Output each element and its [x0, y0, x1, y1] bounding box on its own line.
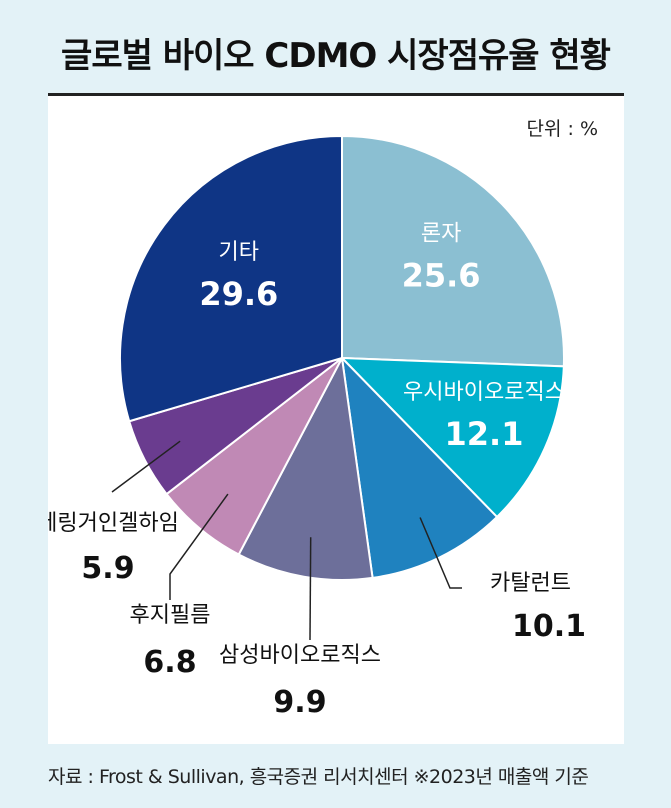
slice-3-value: 10.1	[512, 609, 586, 644]
title-divider	[48, 93, 624, 96]
slice-2-wedge	[339, 356, 565, 519]
slice-3-label: 카탈런트	[490, 571, 571, 596]
slice-7-value: 29.6	[199, 275, 278, 313]
slice-4-value: 9.9	[273, 685, 326, 720]
slice-1-label: 론자	[421, 222, 461, 247]
slice-6-leader-line	[111, 440, 181, 493]
slice-4-leader-line	[309, 537, 312, 641]
pie-slices	[119, 134, 565, 581]
slice-4-wedge	[237, 354, 374, 581]
slice-7-wedge	[119, 134, 343, 423]
chart-panel: 단위 : % 론자 25.6 우시바이오로직스 12.1 카탈런트 10.1 삼성바이오로직…	[48, 96, 624, 744]
unit-label: 단위 : %	[526, 118, 599, 140]
slice-2-value: 12.1	[445, 415, 524, 453]
slice-6-value: 5.9	[81, 551, 134, 586]
chart-title: 글로벌 바이오 CDMO 시장점유율 현황	[61, 36, 611, 76]
pie-chart: 론자 25.6 우시바이오로직스 12.1 카탈런트 10.1 삼성바이오로직스 9.9 후지필…	[48, 134, 586, 721]
slice-labels: 론자 25.6 우시바이오로직스 12.1 카탈런트 10.1 삼성바이오로직스 9.9 후지필…	[48, 222, 586, 721]
slice-2-label: 우시바이오로직스	[403, 380, 565, 405]
slice-7-label: 기타	[219, 240, 259, 265]
slice-5-leader-line	[169, 493, 229, 600]
slice-4-label: 삼성바이오로직스	[219, 643, 381, 668]
slice-3-wedge	[340, 355, 499, 580]
source-note: 자료 : Frost & Sullivan, 흥국증권 리서치센터 ※2023년…	[48, 766, 589, 788]
leader-lines	[111, 440, 462, 641]
slice-5-label: 후지필름	[130, 603, 211, 628]
slice-5-value: 6.8	[143, 645, 196, 680]
slice-3-leader-line	[419, 517, 462, 589]
slice-1-value: 25.6	[402, 257, 481, 295]
slice-6-label: 베링거인겔하임	[48, 511, 179, 536]
slice-1-wedge	[341, 134, 565, 368]
